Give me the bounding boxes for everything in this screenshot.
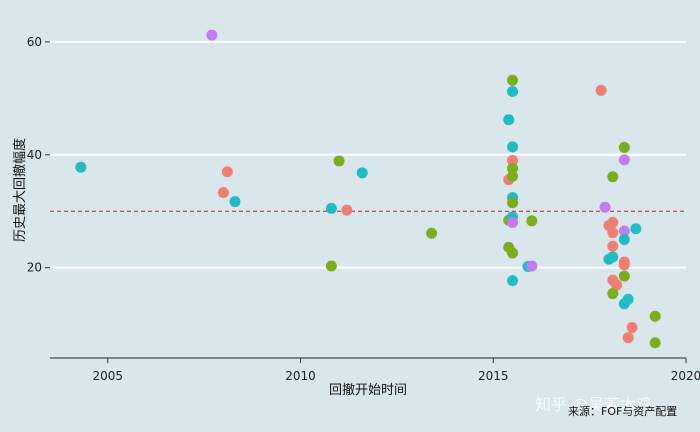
data-point — [333, 155, 345, 167]
x-tick-label: 2015 — [478, 369, 509, 383]
data-point — [618, 259, 630, 271]
data-point — [507, 170, 519, 182]
data-point — [618, 141, 630, 153]
data-point — [626, 322, 638, 334]
x-axis-ticks: 2005 2010 2015 2020 — [93, 358, 700, 383]
data-point — [507, 197, 519, 209]
data-point — [507, 141, 519, 153]
data-point — [356, 167, 368, 179]
data-point — [325, 202, 337, 214]
data-point — [630, 223, 642, 235]
data-point — [607, 227, 619, 239]
data-point — [618, 154, 630, 166]
data-point — [618, 298, 630, 310]
data-points — [75, 29, 661, 349]
x-tick-label: 2005 — [93, 369, 124, 383]
data-point — [618, 225, 630, 237]
data-point — [507, 74, 519, 86]
data-point — [341, 204, 353, 216]
data-point — [325, 260, 337, 272]
data-point — [649, 337, 661, 349]
data-point — [526, 215, 538, 227]
watermark-text: 知乎 @吴若木鸡 — [535, 395, 652, 414]
data-point — [618, 233, 630, 245]
y-axis-title: 历史最大回撤幅度 — [12, 138, 28, 242]
x-tick-label: 2010 — [285, 369, 316, 383]
y-tick-label: 40 — [27, 148, 42, 162]
data-point — [618, 270, 630, 282]
data-point — [426, 227, 438, 239]
data-point — [507, 154, 519, 166]
data-point — [507, 217, 519, 229]
data-point — [507, 247, 519, 259]
y-axis-ticks: 20 40 60 — [27, 35, 50, 275]
y-tick-label: 60 — [27, 35, 42, 49]
data-point — [507, 275, 519, 287]
data-point — [75, 161, 87, 173]
data-point — [229, 196, 241, 208]
data-point — [507, 162, 519, 174]
data-point — [507, 86, 519, 98]
data-point — [603, 253, 615, 265]
data-point — [649, 310, 661, 322]
data-point — [607, 240, 619, 252]
source-note: 来源：FOF与资产配置 — [568, 404, 677, 418]
data-point — [622, 332, 634, 344]
data-point — [607, 288, 619, 300]
data-point — [526, 260, 538, 272]
data-point — [206, 29, 218, 41]
grid-lines — [50, 40, 686, 269]
data-point — [595, 84, 607, 96]
x-axis-title: 回撤开始时间 — [329, 382, 407, 398]
data-point — [503, 114, 515, 126]
y-tick-label: 20 — [27, 261, 42, 275]
data-point — [221, 166, 233, 178]
data-point — [607, 171, 619, 183]
data-point — [611, 279, 623, 291]
data-point — [217, 187, 229, 199]
data-point — [599, 201, 611, 213]
x-tick-label: 2020 — [671, 369, 700, 383]
